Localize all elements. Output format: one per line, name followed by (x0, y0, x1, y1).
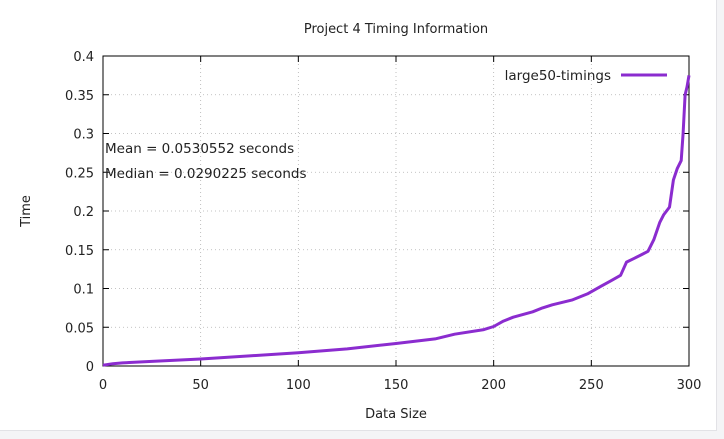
gridlines (103, 56, 689, 366)
y-tick-label: 0.25 (65, 166, 94, 181)
x-tick-label: 300 (677, 378, 702, 393)
x-tick-label: 250 (579, 378, 604, 393)
x-tick-label: 0 (99, 378, 107, 393)
legend-label: large50-timings (505, 68, 611, 84)
x-axis-label: Data Size (365, 407, 427, 422)
axis-ticks (102, 55, 690, 367)
chart-title: Project 4 Timing Information (304, 22, 488, 37)
x-tick-label: 200 (481, 378, 506, 393)
median-annotation: Median = 0.0290225 seconds (105, 166, 306, 182)
y-tick-label: 0 (86, 360, 94, 375)
tick-labels: 0 50 100 150 200 250 300 0 0.05 0.1 0.15 0.2 0.25 0.3… (65, 50, 701, 393)
plot-border (102, 55, 690, 367)
x-tick-label: 100 (286, 378, 311, 393)
y-tick-label: 0.15 (65, 244, 94, 259)
y-tick-label: 0.05 (65, 321, 94, 336)
series-line-large50-timings (102, 75, 691, 367)
mean-annotation: Mean = 0.0530552 seconds (105, 141, 294, 157)
y-tick-label: 0.35 (65, 89, 94, 104)
x-tick-label: 150 (384, 378, 409, 393)
y-tick-label: 0.4 (73, 50, 94, 65)
y-axis-label: Time (19, 195, 34, 228)
timing-chart: 0 50 100 150 200 250 300 0 0.05 0.1 0.15 0.2 0.25 0.3… (19, 22, 701, 422)
y-tick-label: 0.1 (73, 283, 94, 298)
chart-frame: 0 50 100 150 200 250 300 0 0.05 0.1 0.15 0.2 0.25 0.3… (0, 0, 717, 431)
legend: large50-timings (505, 68, 667, 84)
y-tick-label: 0.3 (73, 128, 94, 143)
y-tick-label: 0.2 (73, 205, 94, 220)
x-tick-label: 50 (192, 378, 209, 393)
